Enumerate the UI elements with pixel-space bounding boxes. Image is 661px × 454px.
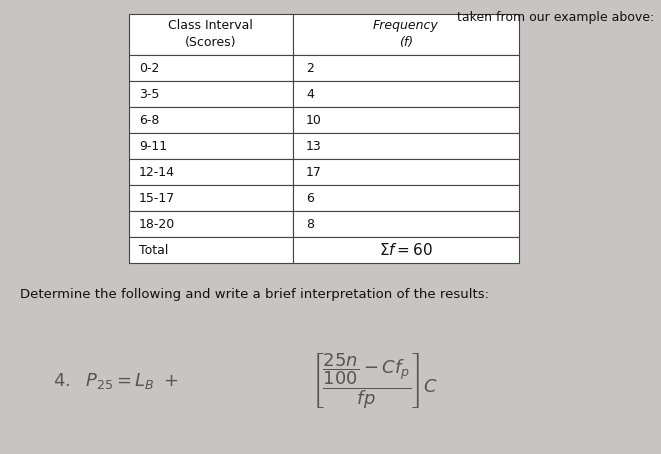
Bar [293,159,519,185]
Text: 15-17: 15-17 [139,192,175,205]
Text: 9-11: 9-11 [139,140,167,153]
Bar [293,55,519,81]
Bar [293,81,519,107]
Bar [129,81,293,107]
Text: 10: 10 [306,114,322,127]
Bar [129,237,293,263]
Bar [293,237,519,263]
Text: 8: 8 [306,218,314,231]
Text: 0-2: 0-2 [139,62,159,75]
Bar [293,211,519,237]
Bar [293,133,519,159]
Text: 4: 4 [306,88,314,101]
Bar [129,55,293,81]
Text: 18-20: 18-20 [139,218,175,231]
Bar [129,14,293,55]
Bar [129,185,293,211]
Text: Total: Total [139,244,168,257]
Text: 17: 17 [306,166,322,179]
Bar [129,211,293,237]
Text: taken from our example above:: taken from our example above: [457,11,654,25]
Text: 13: 13 [306,140,322,153]
Text: Determine the following and write a brief interpretation of the results:: Determine the following and write a brie… [20,288,489,301]
Text: 2: 2 [306,62,314,75]
Text: $4.\ \ P_{25} = L_B\ +$: $4.\ \ P_{25} = L_B\ +$ [53,371,178,391]
Text: $\left[\dfrac{\dfrac{25n}{100} - Cf_p}{fp}\right]C$: $\left[\dfrac{\dfrac{25n}{100} - Cf_p}{f… [311,352,438,411]
Bar [129,107,293,133]
Text: 6: 6 [306,192,314,205]
Text: 3-5: 3-5 [139,88,159,101]
Bar [129,133,293,159]
Bar [129,159,293,185]
Text: Class Interval
(Scores): Class Interval (Scores) [169,20,253,49]
Text: Frequency
(f): Frequency (f) [373,20,439,49]
Bar [293,185,519,211]
Bar [293,107,519,133]
Text: 6-8: 6-8 [139,114,159,127]
Text: 12-14: 12-14 [139,166,175,179]
Text: $\Sigma f = 60$: $\Sigma f = 60$ [379,242,433,258]
Bar [293,14,519,55]
